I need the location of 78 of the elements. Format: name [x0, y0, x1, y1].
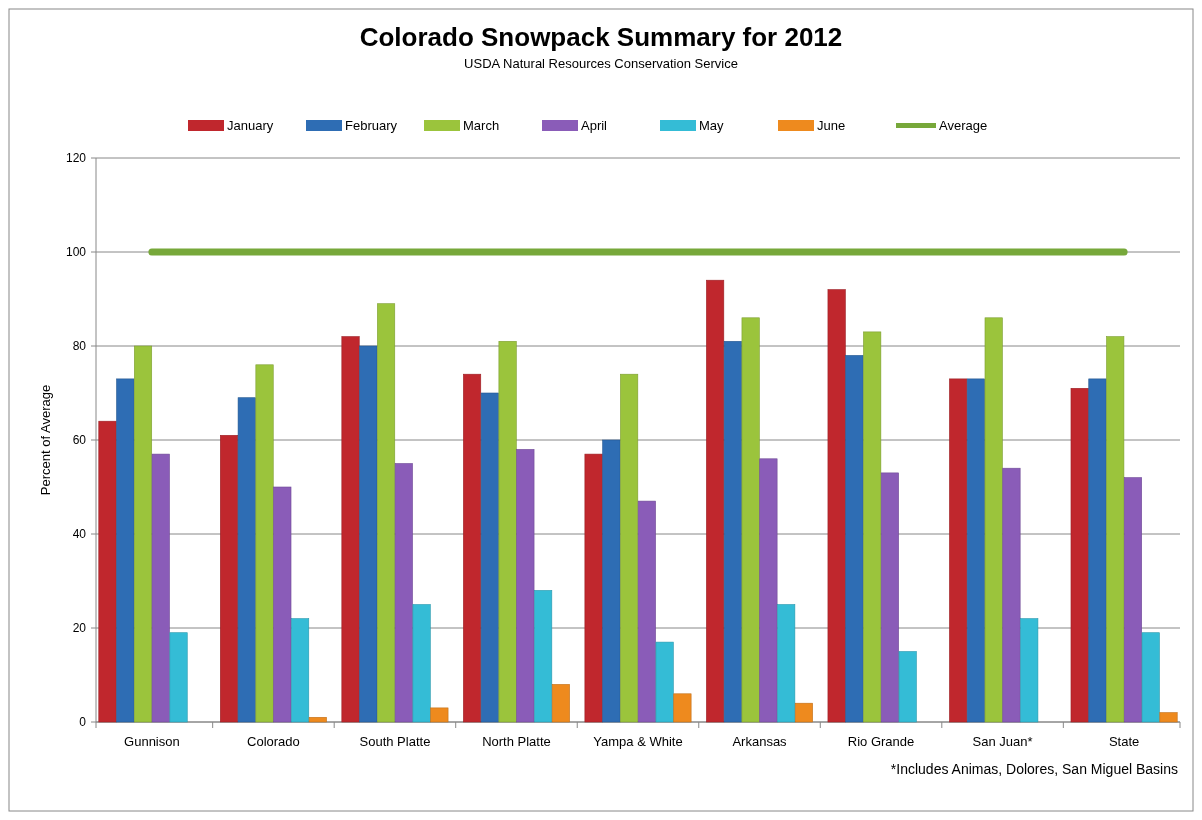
bar — [308, 717, 327, 723]
legend-label: Average — [939, 118, 988, 133]
bar — [394, 463, 413, 723]
bar — [291, 618, 310, 723]
bar — [602, 439, 621, 723]
y-tick-label: 60 — [72, 433, 87, 447]
bar — [498, 341, 517, 723]
chart-title: Colorado Snowpack Summary for 2012 — [359, 22, 843, 52]
bar — [827, 289, 846, 723]
bar — [1141, 632, 1160, 723]
x-tick-label: Arkansas — [732, 734, 788, 749]
x-tick-label: Yampa & White — [593, 734, 683, 749]
bar — [430, 707, 449, 723]
bar — [273, 486, 292, 723]
legend-label: March — [463, 118, 500, 133]
bar — [1002, 467, 1021, 723]
bar — [584, 453, 603, 723]
chart-subtitle: USDA Natural Resources Conservation Service — [464, 56, 738, 71]
y-tick-label: 120 — [65, 151, 87, 165]
legend-label: June — [817, 118, 846, 133]
legend-label: January — [227, 118, 274, 133]
bar — [480, 392, 499, 723]
bar — [220, 435, 239, 723]
y-tick-label: 40 — [72, 527, 87, 541]
bar — [1088, 378, 1107, 723]
bar — [741, 317, 760, 723]
bar — [898, 651, 917, 723]
x-tick-label: San Juan* — [972, 734, 1033, 749]
bar — [620, 373, 639, 723]
bar — [169, 632, 188, 723]
bar — [1020, 618, 1039, 723]
x-tick-label: South Platte — [359, 734, 431, 749]
y-tick-label: 100 — [65, 245, 87, 259]
y-tick-label: 0 — [79, 715, 87, 729]
bar — [673, 693, 692, 723]
bar — [534, 590, 553, 723]
bar — [845, 355, 864, 723]
bar — [863, 331, 882, 723]
bar — [655, 641, 674, 723]
x-tick-label: State — [1108, 734, 1140, 749]
bar — [134, 345, 153, 723]
bar — [637, 500, 656, 723]
bar — [1106, 336, 1125, 723]
bar — [880, 472, 899, 723]
bar — [255, 364, 274, 723]
y-axis-title: Percent of Average — [38, 384, 53, 496]
bar — [794, 702, 813, 723]
bar — [359, 345, 378, 723]
bar — [1070, 388, 1089, 723]
bar — [412, 604, 431, 723]
bar — [1123, 477, 1142, 723]
bar — [966, 378, 985, 723]
bar — [98, 420, 117, 723]
y-tick-label: 20 — [72, 621, 87, 635]
y-tick-label: 80 — [72, 339, 87, 353]
bar — [1159, 712, 1178, 723]
bar — [516, 449, 535, 723]
x-tick-label: Colorado — [247, 734, 300, 749]
bar — [151, 453, 170, 723]
text: *Includes Animas, Dolores, San Miguel Basins — [890, 761, 1178, 777]
bar — [706, 279, 725, 723]
bar — [949, 378, 968, 723]
bar — [551, 684, 570, 723]
legend-label: May — [699, 118, 725, 133]
bar — [759, 458, 778, 723]
bar — [723, 341, 742, 723]
bar — [984, 317, 1003, 723]
x-tick-label: Gunnison — [124, 734, 180, 749]
legend-label: April — [581, 118, 608, 133]
x-tick-label: Rio Grande — [847, 734, 915, 749]
bar — [116, 378, 135, 723]
bar — [341, 336, 360, 723]
bar — [777, 604, 796, 723]
bar — [237, 397, 256, 723]
legend-label: February — [345, 118, 398, 133]
bar — [377, 303, 396, 723]
bar — [463, 373, 482, 723]
x-tick-label: North Platte — [482, 734, 551, 749]
